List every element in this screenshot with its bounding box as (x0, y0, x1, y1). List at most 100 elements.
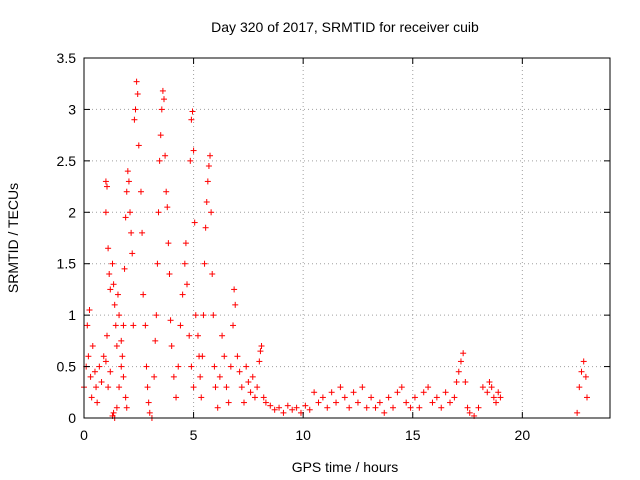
data-point (260, 394, 267, 401)
data-point (464, 404, 471, 411)
data-point (354, 399, 361, 406)
data-point (212, 384, 219, 391)
data-point (475, 404, 482, 411)
data-point (199, 353, 206, 360)
data-point (133, 78, 140, 85)
y-axis-title: SRMTID / TECUs (5, 183, 21, 293)
data-point (350, 389, 357, 396)
data-point (204, 178, 211, 185)
data-point (319, 394, 326, 401)
data-point (112, 322, 119, 329)
data-point (194, 332, 201, 339)
data-point (416, 404, 423, 411)
data-point (110, 409, 117, 416)
data-point (245, 379, 252, 385)
data-point (201, 260, 208, 267)
data-point (249, 373, 256, 380)
data-point (359, 384, 366, 391)
data-point (211, 363, 218, 370)
data-point (257, 348, 264, 355)
data-point (576, 384, 583, 391)
data-point (460, 350, 467, 357)
data-point (205, 163, 212, 169)
data-point (105, 245, 112, 252)
data-point (462, 379, 469, 385)
data-point (94, 399, 101, 406)
data-point (116, 312, 123, 319)
data-point (363, 404, 370, 411)
data-point (168, 343, 175, 349)
data-point (433, 394, 440, 401)
data-point (488, 384, 495, 391)
data-point (438, 404, 445, 411)
data-point (163, 188, 170, 195)
data-point (164, 204, 171, 211)
data-point (306, 406, 313, 413)
data-points (81, 78, 590, 421)
data-point (216, 373, 223, 380)
data-point (88, 394, 95, 401)
data-point (107, 286, 114, 293)
data-point (192, 312, 199, 319)
data-point (124, 168, 131, 175)
data-point (230, 322, 237, 329)
y-tick-label: 0.5 (57, 359, 77, 375)
data-point (113, 404, 120, 411)
x-tick-label: 15 (405, 427, 421, 443)
data-point (258, 343, 265, 349)
data-point (190, 147, 197, 154)
y-tick-label: 0 (68, 410, 76, 426)
data-point (190, 384, 197, 391)
data-point (578, 368, 585, 375)
data-point (181, 260, 188, 267)
data-point (116, 384, 123, 391)
data-point (107, 368, 114, 375)
data-point (175, 363, 182, 370)
data-point (210, 312, 217, 319)
data-point (105, 384, 112, 391)
data-point (247, 389, 254, 396)
data-point (154, 260, 161, 267)
data-point (453, 379, 460, 385)
data-point (368, 394, 375, 401)
data-point (146, 409, 153, 416)
data-point (337, 384, 344, 391)
data-point (457, 358, 464, 365)
data-point (123, 188, 130, 195)
data-point (276, 404, 283, 411)
data-point (385, 394, 392, 401)
data-point (182, 240, 189, 247)
data-point (289, 406, 296, 413)
data-point (96, 363, 103, 370)
data-point (142, 322, 149, 329)
data-point (223, 384, 230, 391)
data-point (328, 389, 335, 396)
data-point (214, 404, 221, 411)
data-point (198, 394, 205, 401)
data-point (403, 399, 410, 406)
data-point (315, 399, 322, 406)
data-point (86, 307, 93, 313)
data-point (280, 409, 287, 416)
data-point (238, 384, 245, 391)
data-point (447, 399, 454, 406)
data-point (118, 337, 125, 344)
data-point (189, 108, 196, 115)
data-point (227, 363, 234, 370)
data-point (129, 250, 136, 257)
data-point (132, 106, 139, 113)
data-point (271, 406, 278, 413)
data-point (156, 157, 163, 164)
data-point (455, 368, 462, 375)
data-point (125, 178, 132, 185)
data-point (167, 317, 174, 324)
data-point (495, 389, 502, 396)
data-point (160, 96, 167, 103)
data-point (85, 353, 92, 360)
data-point (583, 394, 590, 401)
data-point (497, 394, 504, 401)
data-point (574, 409, 581, 416)
data-point (140, 291, 147, 298)
data-point (104, 183, 111, 190)
data-point (231, 286, 238, 293)
